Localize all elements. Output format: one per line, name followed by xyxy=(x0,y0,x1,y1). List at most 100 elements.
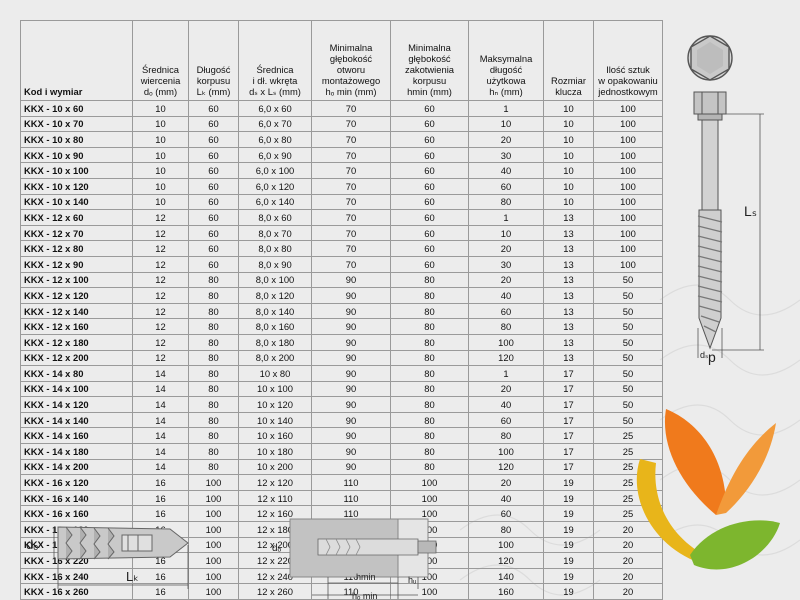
table-cell: 12 xyxy=(132,240,189,257)
column-header-line: w opakowaniu xyxy=(598,75,658,86)
logo-orange-leaf xyxy=(664,409,726,515)
table-cell: 50 xyxy=(593,318,663,335)
screw-side-view xyxy=(693,91,727,350)
product-code-cell: KKX - 10 x 90 xyxy=(20,146,133,164)
table-cell: 60 xyxy=(390,131,469,148)
table-cell: 13 xyxy=(543,287,594,304)
table-cell: 8,0 x 80 xyxy=(238,240,312,257)
table-cell: 120 xyxy=(468,552,544,569)
table-cell: 13 xyxy=(543,224,594,242)
table-cell: 110 xyxy=(311,474,391,491)
table-cell: 90 xyxy=(311,443,391,460)
column-header-line: korpusu xyxy=(196,75,231,86)
table-cell: 80 xyxy=(188,411,239,429)
table-cell: 80 xyxy=(390,271,469,289)
table-cell: 12 xyxy=(132,302,189,320)
table-cell: 10 xyxy=(543,115,594,133)
table-cell: 100 xyxy=(593,177,663,195)
table-cell: 100 xyxy=(593,255,663,273)
table-header-row: Kod i wymiar Średnica wiercenia dₒ (mm) Dług… xyxy=(20,20,663,101)
table-cell: 1 xyxy=(468,100,544,117)
table-cell: 17 xyxy=(543,427,594,445)
table-cell: 19 xyxy=(543,583,594,600)
table-cell: 10 xyxy=(543,193,594,211)
table-cell: 20 xyxy=(468,131,544,148)
table-cell: 17 xyxy=(543,443,594,460)
product-code-cell: KKX - 16 x 140 xyxy=(20,489,133,507)
table-cell: 80 xyxy=(188,427,239,445)
table-cell: 100 xyxy=(593,100,663,117)
table-cell: 60 xyxy=(468,302,544,320)
table-cell: 6,0 x 70 xyxy=(238,115,312,133)
table-cell: 80 xyxy=(188,302,239,320)
column-header-line: Średnica xyxy=(141,64,179,75)
product-code-cell: KKX - 12 x 180 xyxy=(20,333,133,351)
table-cell: 80 xyxy=(188,318,239,335)
table-cell: 13 xyxy=(543,240,594,257)
table-cell: 50 xyxy=(593,349,663,367)
product-code-cell: KKX - 14 x 140 xyxy=(20,411,133,429)
table-row: KKX - 14 x 160 14 80 10 x 160 90 80 80 17 25 xyxy=(20,427,663,445)
table-cell: 70 xyxy=(311,209,391,226)
table-cell: 70 xyxy=(311,146,391,164)
table-cell: 60 xyxy=(188,209,239,226)
column-header-line: użytkowa xyxy=(486,75,526,86)
table-cell: 60 xyxy=(390,240,469,257)
table-cell: 70 xyxy=(311,131,391,148)
table-cell: 8,0 x 100 xyxy=(238,271,312,289)
table-cell: 12 xyxy=(132,224,189,242)
table-cell: 60 xyxy=(390,209,469,226)
install-dimension-lines xyxy=(312,577,419,599)
table-cell: 80 xyxy=(468,193,544,211)
table-cell: 8,0 x 90 xyxy=(238,255,312,273)
table-cell: 13 xyxy=(543,209,594,226)
table-cell: 90 xyxy=(311,271,391,289)
table-row: KKX - 14 x 100 14 80 10 x 100 90 80 20 17 50 xyxy=(20,380,663,398)
table-row: KKX - 10 x 90 10 60 6,0 x 90 70 60 30 10 100 xyxy=(20,146,663,164)
table-cell: 10 xyxy=(132,100,189,117)
table-cell: 100 xyxy=(468,333,544,351)
table-cell: 14 xyxy=(132,396,189,413)
table-row: KKX - 16 x 260 16 100 12 x 260 110 100 160 19 20 xyxy=(20,583,663,600)
table-row: KKX - 12 x 70 12 60 8,0 x 70 70 60 10 13 100 xyxy=(20,224,663,242)
table-cell: 6,0 x 60 xyxy=(238,100,312,117)
hex-head-top-view xyxy=(687,35,733,81)
table-cell: 14 xyxy=(132,458,189,476)
table-cell: 140 xyxy=(468,567,544,585)
table-cell: 110 xyxy=(311,583,391,600)
table-cell: 10 xyxy=(468,224,544,242)
table-cell: 40 xyxy=(468,162,544,179)
table-cell: 80 xyxy=(390,411,469,429)
table-cell: 10 x 100 xyxy=(238,380,312,398)
table-cell: 60 xyxy=(188,115,239,133)
table-cell: 50 xyxy=(593,333,663,351)
table-cell: 10 xyxy=(132,146,189,164)
table-cell: 80 xyxy=(188,458,239,476)
plug-length-label: Lₖ xyxy=(126,569,139,584)
table-cell: 12 xyxy=(132,271,189,289)
table-row: KKX - 12 x 180 12 80 8,0 x 180 90 80 100 13 50 xyxy=(20,333,663,351)
table-row: KKX - 12 x 60 12 60 8,0 x 60 70 60 1 13 100 xyxy=(20,209,663,226)
table-row: KKX - 14 x 120 14 80 10 x 120 90 80 40 17 50 xyxy=(20,396,663,413)
table-cell: 80 xyxy=(390,443,469,460)
table-cell: 8,0 x 200 xyxy=(238,349,312,367)
table-cell: 80 xyxy=(390,365,469,382)
table-cell: 80 xyxy=(188,365,239,382)
table-cell: 6,0 x 100 xyxy=(238,162,312,179)
table-cell: 10 x 80 xyxy=(238,365,312,382)
table-cell: 6,0 x 90 xyxy=(238,146,312,164)
table-cell: 14 xyxy=(132,443,189,460)
table-cell: 90 xyxy=(311,287,391,304)
table-cell: 13 xyxy=(543,302,594,320)
table-cell: 6,0 x 80 xyxy=(238,131,312,148)
column-header: Kod i wymiar xyxy=(20,20,133,101)
table-row: KKX - 10 x 80 10 60 6,0 x 80 70 60 20 10 100 xyxy=(20,131,663,148)
install-hmin-label: hmin xyxy=(356,572,376,582)
table-cell: 60 xyxy=(188,177,239,195)
table-cell: 17 xyxy=(543,380,594,398)
product-code-cell: KKX - 12 x 120 xyxy=(20,287,133,304)
column-header-line: jednostkowym xyxy=(598,86,658,97)
table-cell: 10 xyxy=(132,177,189,195)
column-header: Rozmiar klucza xyxy=(543,20,594,101)
column-header: Ilość sztuk w opakowaniu jednostkowym xyxy=(593,20,663,101)
